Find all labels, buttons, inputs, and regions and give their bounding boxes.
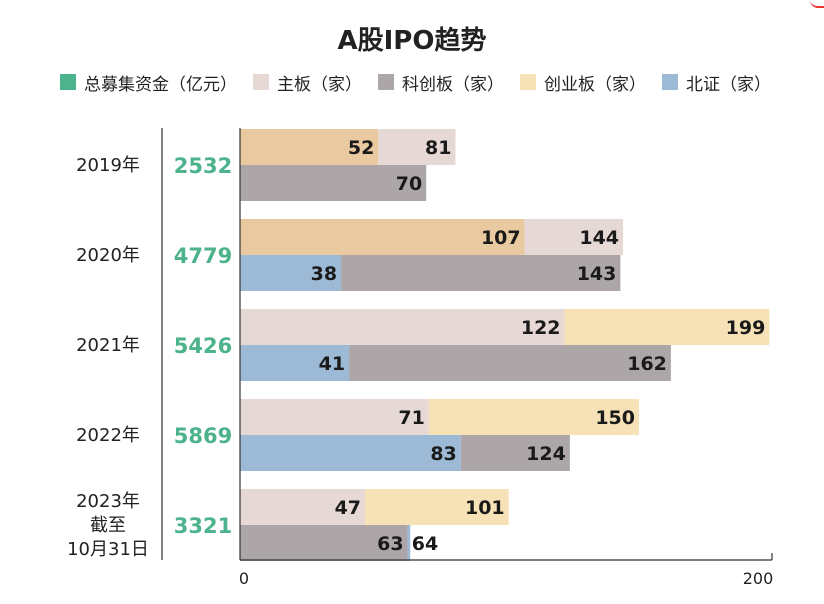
bar-segment-star <box>240 525 408 561</box>
category-label: 2020年 <box>76 245 140 266</box>
bar-value-label: 122 <box>521 317 561 339</box>
bar-segment-main <box>524 219 624 255</box>
legend-label-star: 科创板（家） <box>402 74 504 95</box>
legend-swatch-fund <box>60 74 76 90</box>
bar-segment-star <box>240 165 427 201</box>
bar-value-label: 41 <box>319 353 345 375</box>
bar-segment-star <box>341 255 621 291</box>
bar-value-label: 70 <box>396 173 422 195</box>
legend-item-bse: 北证（家） <box>662 70 771 95</box>
legend: 总募集资金（亿元） 主板（家） 科创板（家） 创业板（家） 北证（家） <box>60 70 787 95</box>
bar-segment-main <box>240 489 366 525</box>
legend-swatch-gem <box>520 74 536 90</box>
category-label: 截至 <box>90 515 126 536</box>
legend-swatch-main <box>253 74 269 90</box>
bar-value-label: 64 <box>412 533 438 555</box>
fund-raised-value: 5869 <box>174 424 232 448</box>
bar-value-label: 52 <box>348 137 374 159</box>
bar-value-label: 124 <box>526 443 566 465</box>
bar-value-label: 63 <box>377 533 403 555</box>
bar-value-label: 150 <box>595 407 635 429</box>
bar-segment-gemmain <box>240 129 379 165</box>
category-label: 2023年 <box>76 491 140 512</box>
legend-label-gem: 创业板（家） <box>544 74 646 95</box>
bar-value-label: 144 <box>579 227 619 249</box>
bar-segment-bse <box>240 435 461 471</box>
bar-value-label: 71 <box>398 407 424 429</box>
bar-segment-main <box>240 309 565 345</box>
bar-value-label: 101 <box>465 497 505 519</box>
legend-item-gem: 创业板（家） <box>520 70 646 95</box>
bar-segment-star <box>460 435 570 471</box>
bar-segment-gemmain <box>240 219 525 255</box>
bar-segment-gem <box>428 399 639 435</box>
legend-label-bse: 北证（家） <box>686 74 771 95</box>
x-tick-label: 0 <box>239 569 249 588</box>
bar-segment-bse <box>240 345 350 381</box>
bar-value-label: 83 <box>430 443 456 465</box>
fund-raised-value: 4779 <box>174 244 232 268</box>
bar-value-label: 47 <box>335 497 361 519</box>
bar-segment-bse <box>407 525 411 561</box>
category-label: 2022年 <box>76 425 140 446</box>
legend-item-fund: 总募集资金（亿元） <box>60 70 237 95</box>
bar-value-label: 38 <box>311 263 337 285</box>
legend-item-main: 主板（家） <box>253 70 362 95</box>
bar-segment-main <box>378 129 456 165</box>
chart-title: A股IPO趋势 <box>337 26 487 56</box>
bar-segment-bse <box>240 255 342 291</box>
category-label: 10月31日 <box>67 539 149 560</box>
fund-raised-value: 3321 <box>174 514 232 538</box>
bar-value-label: 199 <box>726 317 766 339</box>
legend-swatch-bse <box>662 74 678 90</box>
bar-value-label: 81 <box>425 137 451 159</box>
bar-value-label: 107 <box>481 227 521 249</box>
x-tick-label: 200 <box>743 569 774 588</box>
category-label: 2019年 <box>76 155 140 176</box>
corner-decoration <box>810 0 824 8</box>
category-label: 2021年 <box>76 335 140 356</box>
legend-swatch-star <box>378 74 394 90</box>
bar-segment-gem <box>564 309 770 345</box>
fund-raised-value: 2532 <box>174 154 232 178</box>
bar-segment-star <box>349 345 671 381</box>
legend-label-fund: 总募集资金（亿元） <box>84 74 237 95</box>
bar-segment-gem <box>365 489 509 525</box>
legend-item-star: 科创板（家） <box>378 70 504 95</box>
bar-segment-main <box>240 399 429 435</box>
bar-value-label: 162 <box>627 353 667 375</box>
legend-label-main: 主板（家） <box>277 74 362 95</box>
fund-raised-value: 5426 <box>174 334 232 358</box>
bar-value-label: 143 <box>577 263 617 285</box>
